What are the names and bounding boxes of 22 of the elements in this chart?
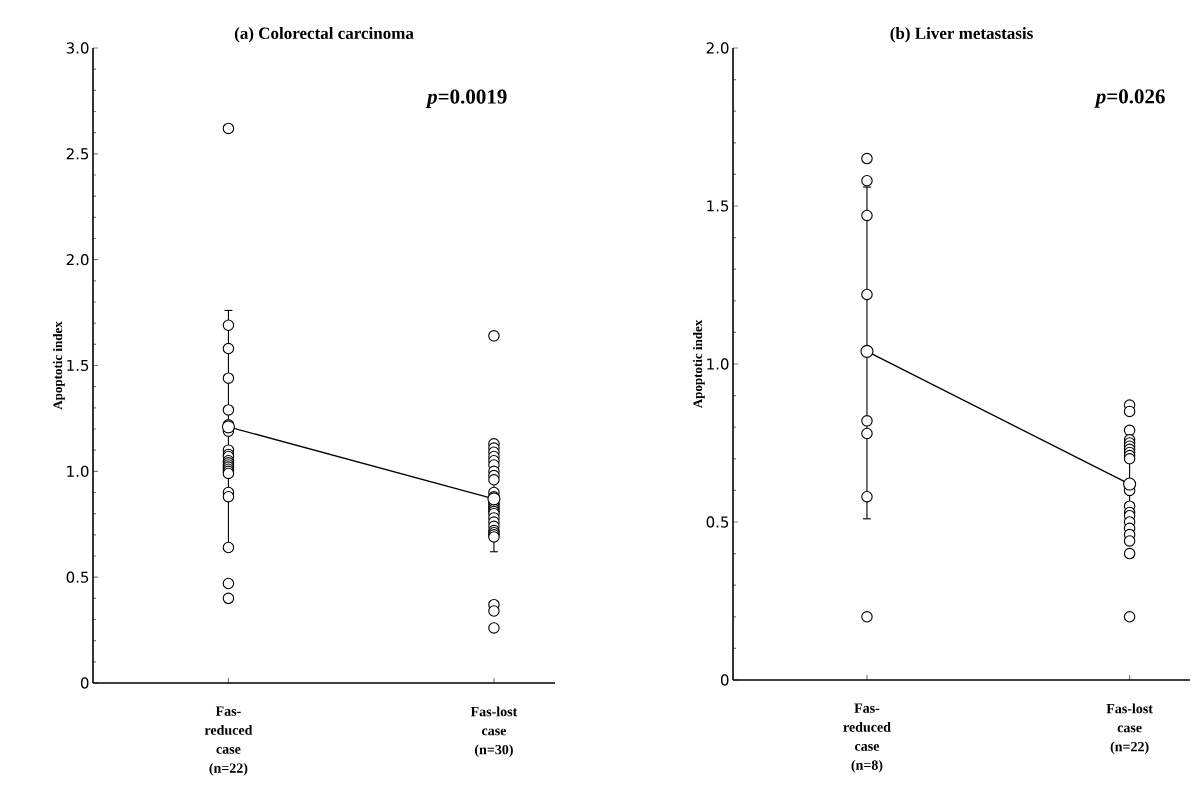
y-tick-label: 0.5 (706, 516, 729, 528)
x-tick-label: Fas-reduced case (n=8) (843, 703, 891, 773)
y-tick-label: 1.5 (707, 200, 729, 212)
y-tick-label: 2.5 (66, 148, 89, 160)
y-axis-title: Apoptotic index (693, 319, 705, 409)
y-tick-label: 0 (80, 677, 89, 689)
y-tick-label: 2.0 (66, 253, 89, 266)
y-tick-label: 1.0 (707, 358, 729, 370)
y-tick-label: 1.5 (67, 359, 89, 372)
chart-title: (a) Colorectal carcinoma (234, 27, 414, 43)
y-tick-label: 1.0 (67, 465, 89, 477)
chart-title: (b) Liver metastasis (890, 27, 1033, 43)
x-tick-label: Fas-lost case (n=30) (470, 706, 518, 758)
y-tick-label: 2.0 (706, 42, 729, 54)
x-tick-label: Fas-lost case (n=22) (1106, 703, 1153, 755)
x-tick-label: Fas-reduced case (n=22) (204, 706, 253, 776)
annotation: p=0.026 (1094, 89, 1165, 108)
y-tick-label: 0.5 (66, 571, 89, 583)
y-axis-title: Apoptotic index (53, 321, 65, 410)
y-tick-label: 3.0 (66, 42, 89, 54)
y-tick-label: 0 (720, 674, 729, 686)
annotation: p=0.0019 (425, 89, 507, 108)
